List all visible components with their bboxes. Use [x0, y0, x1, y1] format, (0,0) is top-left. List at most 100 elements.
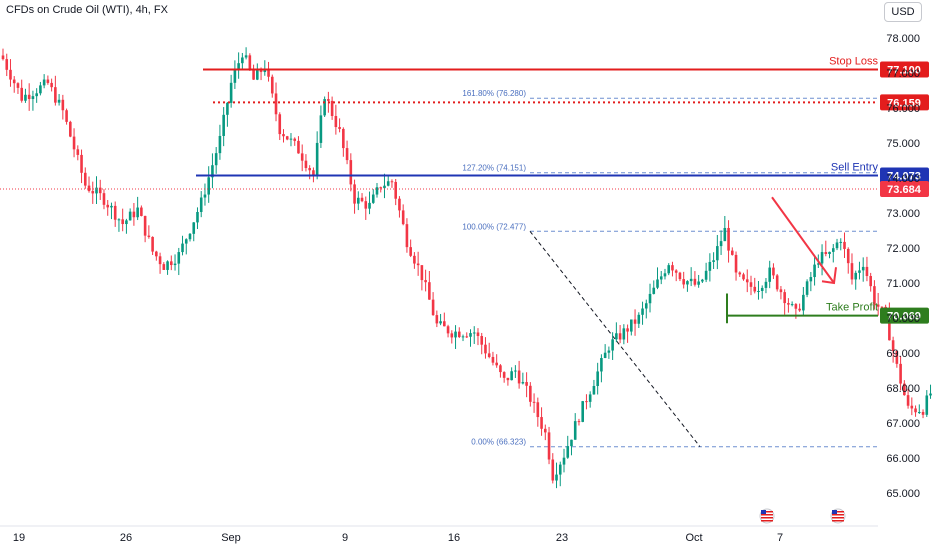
candle-body [544, 428, 547, 433]
candle-body [360, 197, 364, 202]
candle-body [835, 242, 839, 249]
candle-body [805, 281, 809, 295]
candle-body [162, 264, 166, 270]
candle-body [783, 292, 786, 304]
candle-body [768, 267, 771, 282]
candle-body [218, 135, 222, 154]
candle-body [1, 55, 5, 60]
candle-body [330, 100, 334, 116]
candle-body [416, 263, 420, 266]
candle-body [731, 250, 734, 255]
candle-body [558, 464, 562, 475]
candle-body [46, 79, 50, 83]
candle-body [398, 198, 401, 211]
candle-body [342, 128, 345, 149]
candle-body [72, 136, 76, 150]
candle-body [925, 395, 929, 415]
chart-title: CFDs on Crude Oil (WTI), 4h, FX [6, 4, 168, 16]
candle-body [734, 254, 738, 273]
candle-body [125, 220, 128, 225]
candle-body [809, 277, 813, 282]
candle-body [480, 336, 484, 345]
candle-body [155, 251, 158, 257]
candle-body [525, 382, 528, 386]
candle-body [76, 149, 80, 155]
candle-body [585, 401, 588, 403]
candle-body [850, 263, 854, 280]
chart-drawings: Stop Loss 77.100 76.159 Sell Entry 74.073 Tak… [0, 56, 929, 524]
candle-body [551, 459, 555, 481]
candle-body [345, 148, 349, 161]
candle-body [196, 211, 199, 223]
candle-body [787, 303, 790, 305]
time-tick-label: 19 [13, 532, 25, 544]
us-flag-stripe [832, 514, 844, 516]
candle-body [659, 276, 663, 280]
fib-trend-line [529, 230, 701, 448]
us-flag-stripe [761, 511, 773, 513]
candle-body [547, 432, 551, 460]
currency-button[interactable]: USD [884, 2, 922, 22]
candle-body [738, 272, 742, 275]
candle-body [450, 333, 454, 338]
us-flag-canton [761, 510, 766, 514]
candle-body [644, 303, 648, 309]
candle-body [207, 177, 210, 195]
candle-body [35, 93, 38, 97]
price-tick-label: 71.000 [886, 278, 920, 290]
candle-body [876, 304, 880, 307]
candle-body [132, 211, 136, 218]
candle-body [753, 286, 757, 292]
price-tick-label: 66.000 [886, 453, 920, 465]
candle-body [566, 446, 570, 458]
candle-body [581, 401, 584, 422]
candle-body [906, 395, 910, 406]
candle-body [929, 393, 932, 396]
candle-body [622, 328, 626, 340]
candle-body [173, 263, 177, 266]
candle-body [188, 233, 192, 240]
candle-body [308, 168, 311, 171]
price-level-tag [880, 307, 929, 324]
candle-body [267, 69, 270, 77]
time-tick-label: 23 [556, 532, 568, 544]
candle-body [914, 408, 917, 413]
time-tick-label: Sep [221, 532, 241, 544]
candle-body [779, 289, 783, 293]
candle-body [293, 138, 297, 141]
candle-body [394, 181, 397, 199]
candle-body [517, 370, 521, 384]
candle-body [91, 191, 95, 194]
candle-body [349, 160, 353, 185]
candle-body [790, 304, 794, 306]
candle-body [854, 272, 858, 280]
candle-body [405, 224, 409, 248]
candle-body [259, 69, 263, 73]
candle-body [476, 332, 480, 337]
candle-body [364, 201, 368, 209]
projection-arrow [771, 196, 835, 284]
candle-body [667, 265, 671, 274]
candle-body [297, 140, 300, 154]
candle-body [487, 353, 491, 357]
price-level-label: Take Profit [826, 302, 878, 314]
candle-body [633, 319, 637, 324]
price-level-label: Stop Loss [829, 56, 878, 68]
price-tick-label: 73.000 [886, 208, 920, 220]
candle-body [446, 326, 450, 334]
candle-body [921, 411, 925, 415]
candle-body [506, 377, 510, 381]
us-flag-stripe [832, 520, 844, 522]
candle-body [899, 363, 902, 384]
candle-body [353, 184, 356, 204]
price-level-value: 70.069 [887, 311, 921, 323]
fib-level-label: 161.80% (76.280) [462, 89, 526, 98]
candle-body [686, 281, 689, 285]
candle-body [304, 160, 308, 169]
price-tick-label: 67.000 [886, 418, 920, 430]
candle-body [27, 94, 31, 100]
fibonacci-levels: 161.80% (76.280) 127.20% (74.151) 100.00% … [462, 89, 878, 448]
candle-body [697, 281, 700, 285]
candle-body [278, 114, 282, 135]
